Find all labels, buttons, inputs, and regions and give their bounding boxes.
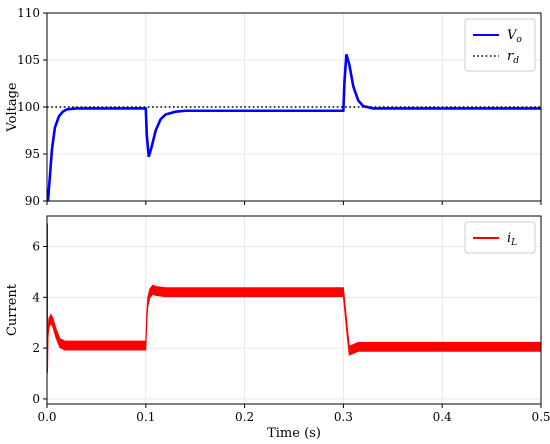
x-axis-label: Time (s) [267, 426, 321, 441]
plot-area [47, 54, 541, 201]
legend-label: Vo [507, 28, 522, 45]
y-tick-label: 95 [25, 147, 40, 161]
series-Vo-line [47, 54, 541, 201]
panel-2: 0 2 4 6 0.0 0.1 0.2 0.3 0.4 0.5 Current Time (s) iL [5, 215, 550, 441]
legend: iL [464, 221, 536, 254]
y-tick-label: 100 [17, 100, 40, 114]
axes-frame [46, 215, 542, 405]
y-axis-label: Current [5, 283, 20, 336]
legend-box [464, 18, 536, 72]
legend-label-main: V [507, 28, 518, 43]
y-tick-label: 90 [25, 194, 40, 208]
x-tick-label: 0.2 [235, 410, 254, 424]
x-tick-label: 0.0 [37, 410, 56, 424]
x-tick-label: 0.4 [433, 410, 452, 424]
y-tick-label: 4 [32, 290, 40, 304]
legend-label-main: i [507, 231, 511, 246]
y-axis-label: Voltage [5, 82, 20, 132]
x-tick-label: 0.3 [334, 410, 353, 424]
legend-label-subscript: o [516, 35, 522, 45]
y-tick-label: 2 [32, 341, 40, 355]
x-tick-label: 0.1 [136, 410, 155, 424]
series-iL-band [47, 223, 541, 373]
legend-label-main: r [507, 49, 514, 64]
y-tick-label: 6 [32, 239, 40, 253]
legend-label-subscript: L [510, 238, 517, 248]
plot-area [47, 223, 541, 373]
legend-box [464, 221, 536, 254]
legend-label: rd [507, 49, 519, 66]
y-tick-label: 105 [17, 53, 40, 67]
legend-label-subscript: d [513, 56, 519, 66]
x-tick-label: 0.5 [531, 410, 550, 424]
legend-label: iL [507, 231, 517, 248]
y-tick-label: 0 [32, 392, 40, 406]
y-tick-label: 110 [17, 6, 40, 20]
